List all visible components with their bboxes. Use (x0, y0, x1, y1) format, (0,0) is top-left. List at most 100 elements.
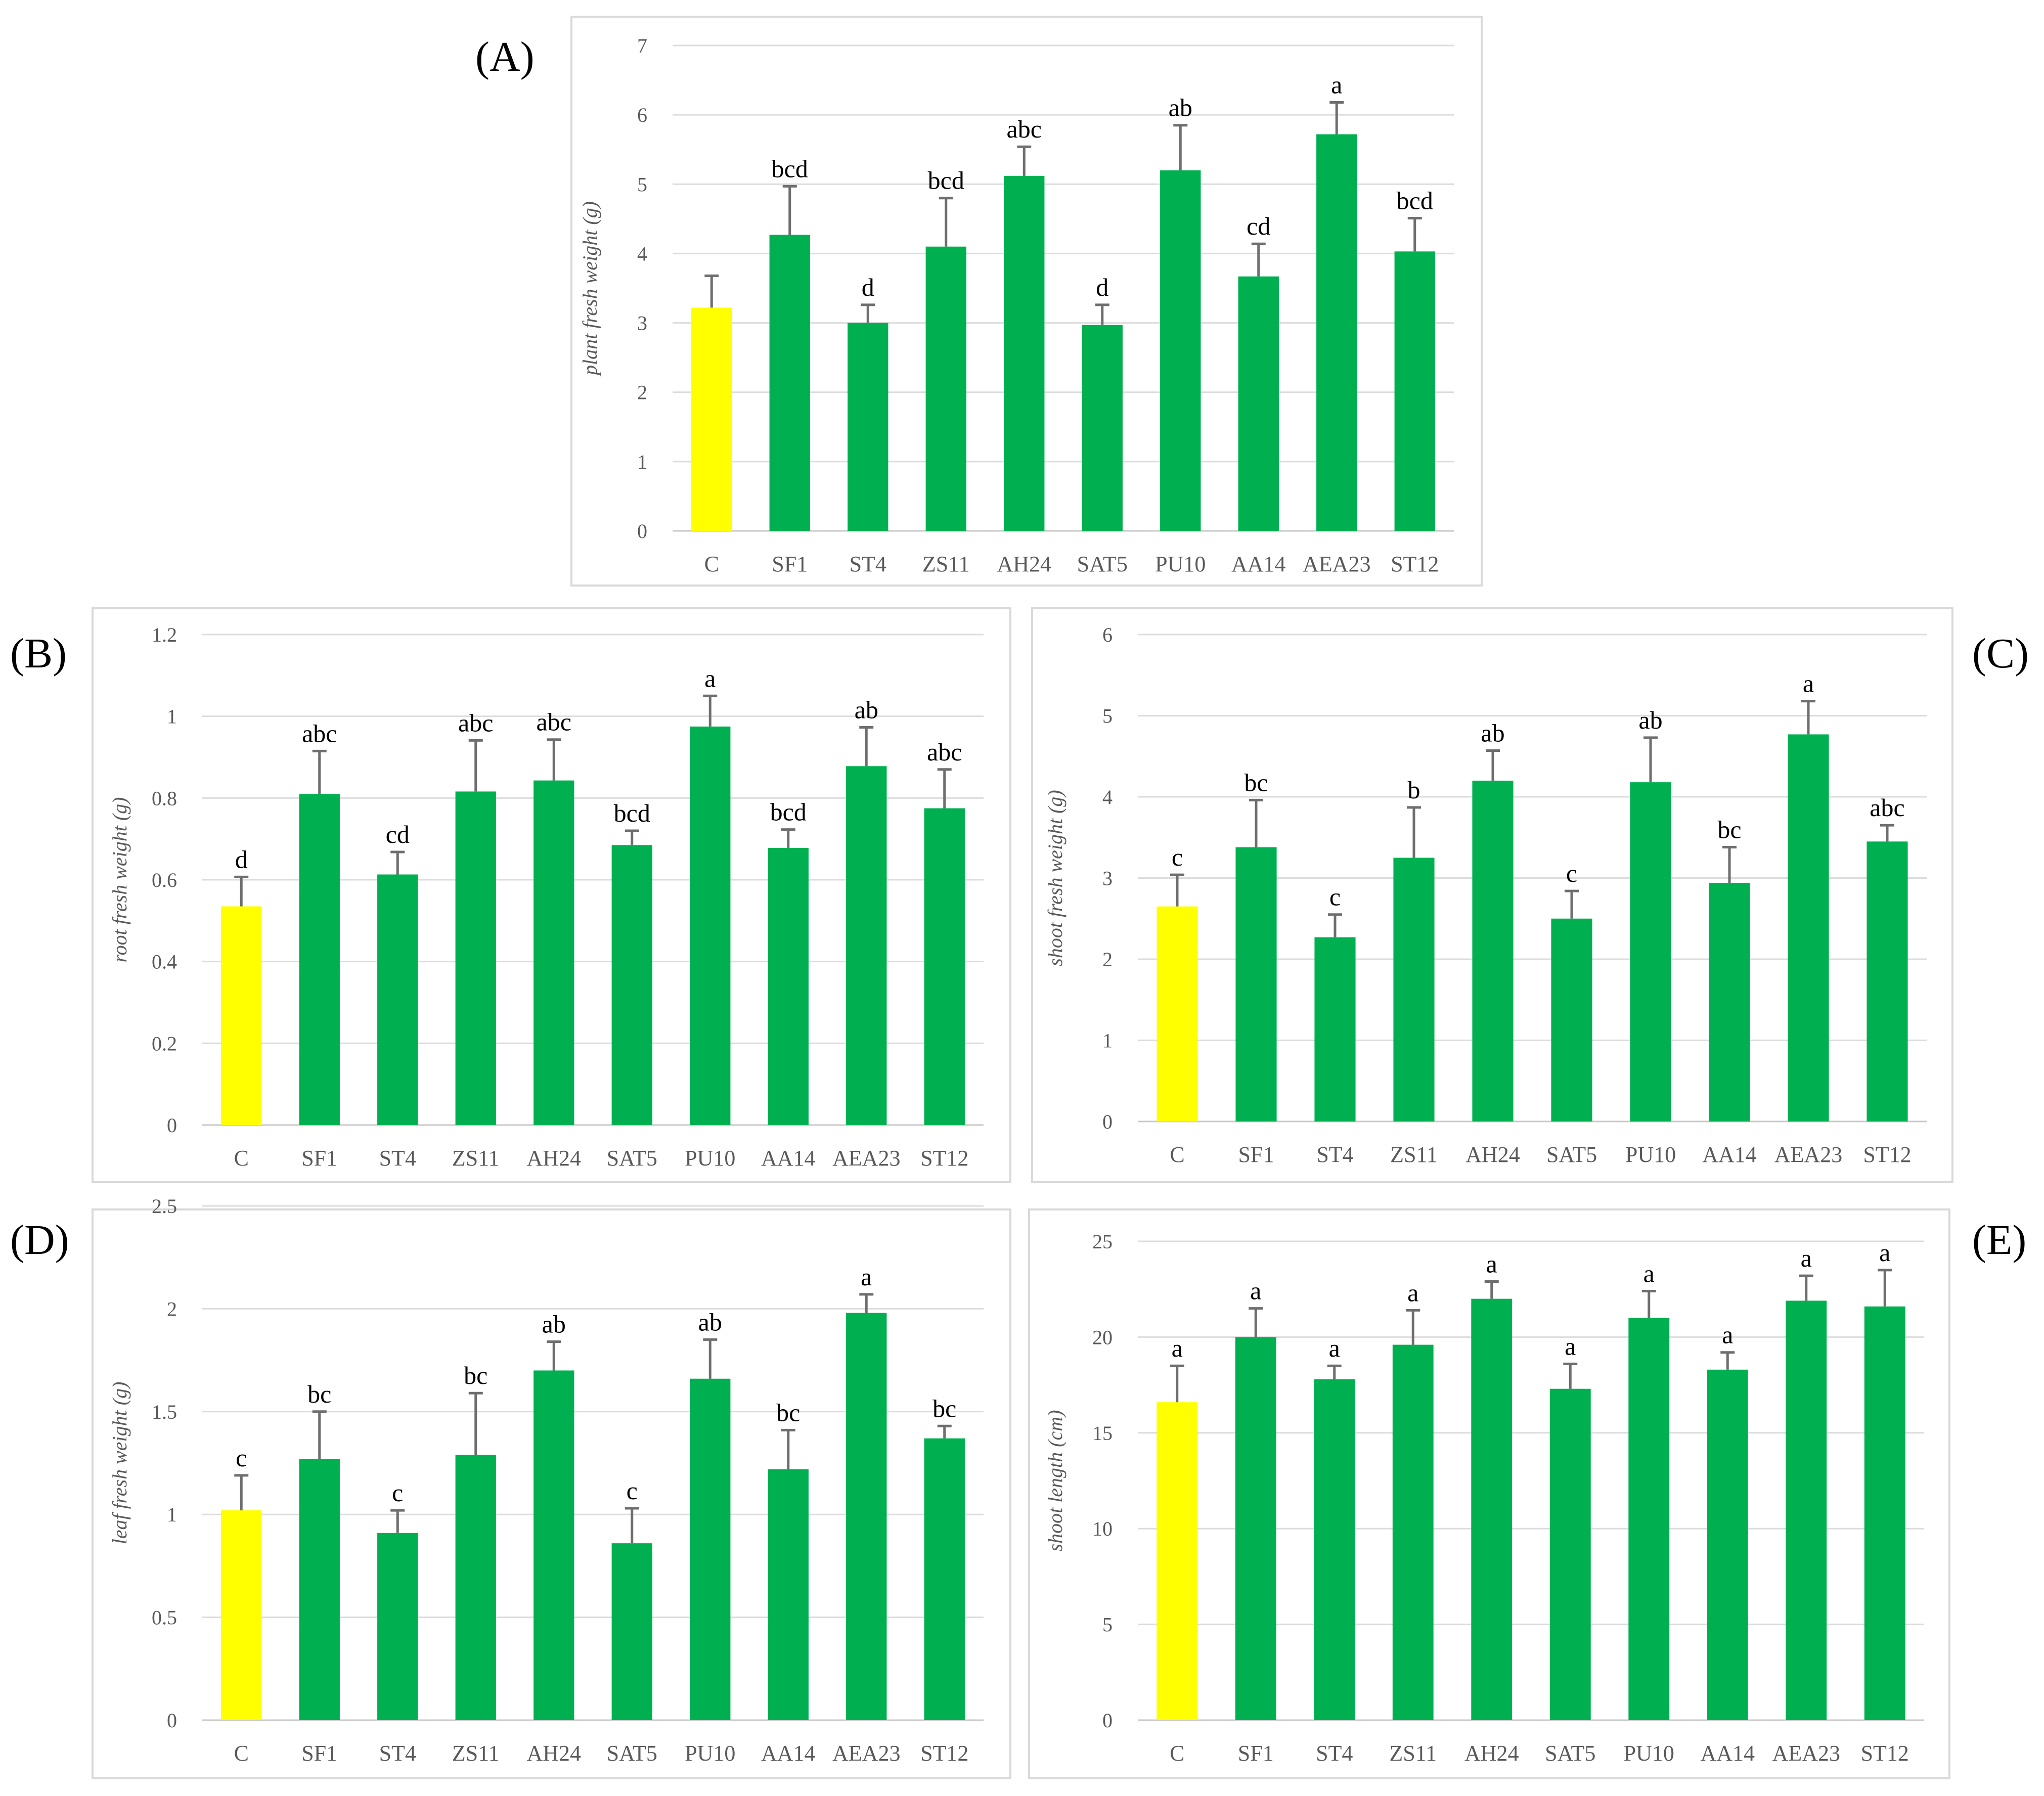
bar-zs11 (925, 246, 966, 531)
significance-label: a (1565, 1332, 1576, 1360)
bar-c (221, 906, 262, 1125)
x-tick-label: C (234, 1741, 249, 1766)
y-tick-label: 3 (1102, 867, 1113, 890)
y-tick-label: 5 (1102, 1613, 1113, 1636)
x-tick-label: AH24 (997, 552, 1051, 576)
y-tick-label: 10 (1092, 1517, 1113, 1540)
y-tick-label: 5 (637, 173, 647, 196)
bar-aea23 (846, 1313, 887, 1720)
x-tick-label: PU10 (1155, 552, 1206, 576)
y-tick-label: 0 (1102, 1110, 1113, 1133)
significance-label: abc (1007, 115, 1042, 143)
significance-label: a (1331, 70, 1342, 99)
bar-st4 (848, 323, 888, 531)
x-tick-label: ST4 (379, 1741, 416, 1766)
y-tick-label: 25 (1092, 1230, 1113, 1253)
bar-sat5 (1549, 1388, 1591, 1720)
bar-st4 (1314, 1379, 1355, 1720)
bar-st12 (1394, 251, 1435, 531)
bar-zs11 (455, 1455, 496, 1720)
x-tick-label: AA14 (761, 1146, 816, 1171)
x-tick-label: ZS11 (1390, 1142, 1438, 1167)
y-tick-label: 1 (167, 705, 177, 728)
x-tick-label: ZS11 (452, 1146, 500, 1171)
x-tick-label: AEA23 (1772, 1741, 1840, 1766)
y-tick-label: 1.5 (152, 1401, 177, 1423)
panel-letter: (B) (10, 630, 67, 677)
y-tick-label: 15 (1092, 1422, 1113, 1445)
bar-sat5 (611, 1543, 652, 1720)
significance-label: cd (1247, 212, 1270, 240)
bar-c (221, 1510, 262, 1720)
significance-label: bc (464, 1361, 487, 1389)
panel-letter: (C) (1972, 630, 2029, 677)
significance-label: cd (386, 820, 410, 848)
significance-label: d (1096, 273, 1108, 301)
y-tick-label: 0 (167, 1709, 177, 1732)
x-tick-label: SF1 (1238, 1741, 1274, 1766)
bar-aa14 (768, 847, 809, 1125)
bar-sat5 (1082, 325, 1123, 531)
x-tick-label: SAT5 (1546, 1142, 1597, 1167)
x-tick-label: ST4 (379, 1146, 416, 1171)
y-tick-label: 0.4 (152, 951, 177, 973)
significance-label: c (627, 1476, 638, 1505)
x-tick-label: C (704, 552, 719, 576)
x-tick-label: SF1 (301, 1741, 337, 1766)
y-tick-label: 6 (637, 104, 647, 126)
x-tick-label: AA14 (1231, 552, 1286, 576)
x-tick-label: AH24 (526, 1146, 581, 1171)
significance-label: abc (302, 719, 337, 747)
bar-ah24 (1471, 1298, 1513, 1720)
x-tick-label: AEA23 (832, 1741, 900, 1766)
bar-aea23 (846, 766, 887, 1125)
bar-zs11 (455, 791, 496, 1125)
significance-label: abc (458, 708, 493, 737)
significance-label: bcd (614, 799, 650, 827)
y-tick-label: 1.2 (152, 623, 177, 646)
significance-label: bcd (1397, 186, 1433, 214)
x-tick-label: C (234, 1146, 249, 1171)
bar-zs11 (1392, 1344, 1434, 1720)
significance-label: d (235, 845, 248, 873)
significance-label: a (1803, 669, 1814, 698)
y-tick-label: 4 (1102, 786, 1113, 809)
x-tick-label: SAT5 (1545, 1741, 1595, 1766)
bar-pu10 (1160, 170, 1201, 531)
x-tick-label: AH24 (1465, 1142, 1520, 1167)
x-tick-label: AEA23 (1774, 1142, 1842, 1167)
x-tick-label: AH24 (1464, 1741, 1519, 1766)
significance-label: ab (1638, 706, 1662, 734)
x-tick-label: SAT5 (607, 1741, 657, 1766)
significance-label: a (1486, 1250, 1497, 1278)
x-tick-label: PU10 (685, 1741, 735, 1766)
y-tick-label: 4 (637, 242, 647, 265)
y-tick-label: 0.8 (152, 787, 177, 810)
bar-zs11 (1393, 858, 1435, 1121)
significance-label: c (1329, 883, 1341, 911)
significance-label: a (1879, 1238, 1890, 1267)
significance-label: a (704, 664, 716, 692)
significance-label: a (1250, 1277, 1261, 1305)
significance-label: bc (1244, 768, 1268, 796)
bar-sf1 (1235, 1337, 1276, 1720)
bar-c (691, 307, 732, 531)
panel-e: (E) 0 5 10 15 20 25 shoot length (cm) a Ca SF1 a ST4… (1028, 1208, 2026, 1779)
y-axis-label: root fresh weight (g) (108, 797, 131, 962)
bar-c (1157, 906, 1198, 1121)
significance-label: bc (776, 1398, 800, 1426)
x-tick-label: ST4 (1316, 1142, 1353, 1167)
bar-sf1 (299, 794, 340, 1125)
bar-sat5 (611, 845, 652, 1125)
significance-label: bc (307, 1380, 331, 1408)
x-tick-label: ZS11 (922, 552, 970, 576)
y-tick-label: 1 (167, 1503, 177, 1526)
y-tick-label: 0 (1102, 1709, 1113, 1732)
significance-label: c (392, 1478, 403, 1507)
bar-ah24 (534, 780, 574, 1125)
bar-pu10 (690, 726, 731, 1125)
x-tick-label: SF1 (301, 1146, 337, 1171)
panel-letter: (A) (475, 33, 535, 80)
